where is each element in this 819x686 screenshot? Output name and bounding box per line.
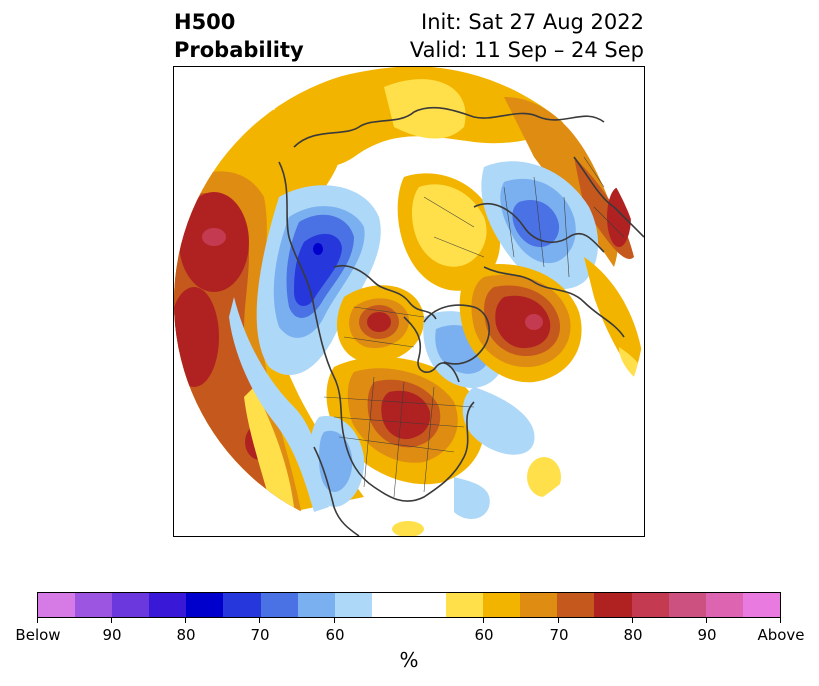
chart-title-right: Init: Sat 27 Aug 2022 Valid: 11 Sep – 24… [410,8,644,64]
colorbar-cell [371,593,409,617]
colorbar-cell [260,593,298,617]
colorbar-tick-label: 90 [697,626,717,644]
colorbar-cell [631,593,669,617]
colorbar-cell [297,593,335,617]
colorbar-tick [111,618,112,623]
polar-map-svg [174,67,644,536]
colorbar-cell [223,593,261,617]
coastlines [278,106,644,536]
colorbar-tick-label: 70 [250,626,270,644]
colorbar-tick [558,618,559,623]
colorbar-tick-label: 60 [474,626,494,644]
colorbar-tick [185,618,186,623]
colorbar-cell [594,593,632,617]
colorbar-tick [334,618,335,623]
valid-range: Valid: 11 Sep – 24 Sep [409,38,644,62]
colorbar-cell [483,593,521,617]
chart-title-left: H500 Probability [174,8,304,64]
probability-map [173,66,645,537]
colorbar-tick [780,618,781,623]
political-borders [323,156,625,498]
colorbar-label: % [399,648,419,672]
colorbar-cell [520,593,558,617]
colorbar-cell [186,593,224,617]
colorbar-cell [112,593,150,617]
variable-title: H500 [174,10,236,34]
colorbar-cell [408,593,447,617]
colorbar-tick [37,618,38,623]
colorbar-tick [259,618,260,623]
colorbar-cell [705,593,743,617]
colorbar [37,592,781,618]
colorbar-tick [706,618,707,623]
colorbar-cell [668,593,706,617]
product-title: Probability [174,38,304,62]
colorbar-tick-label: 80 [176,626,196,644]
colorbar-tick-label: 90 [102,626,122,644]
colorbar-tick-label: Below [15,626,61,644]
colorbar-cell [334,593,372,617]
init-date: Init: Sat 27 Aug 2022 [421,10,644,34]
colorbar-tick-label: Above [757,626,805,644]
colorbar-tick-label: 80 [623,626,643,644]
colorbar-tick-label: 60 [325,626,345,644]
colorbar-cell [75,593,113,617]
colorbar-cell [38,593,76,617]
colorbar-cell [149,593,187,617]
colorbar-tick [483,618,484,623]
colorbar-tick [632,618,633,623]
colorbar-cell [742,593,780,617]
colorbar-tick-label: 70 [549,626,569,644]
colorbar-cell [557,593,595,617]
colorbar-cell [446,593,484,617]
